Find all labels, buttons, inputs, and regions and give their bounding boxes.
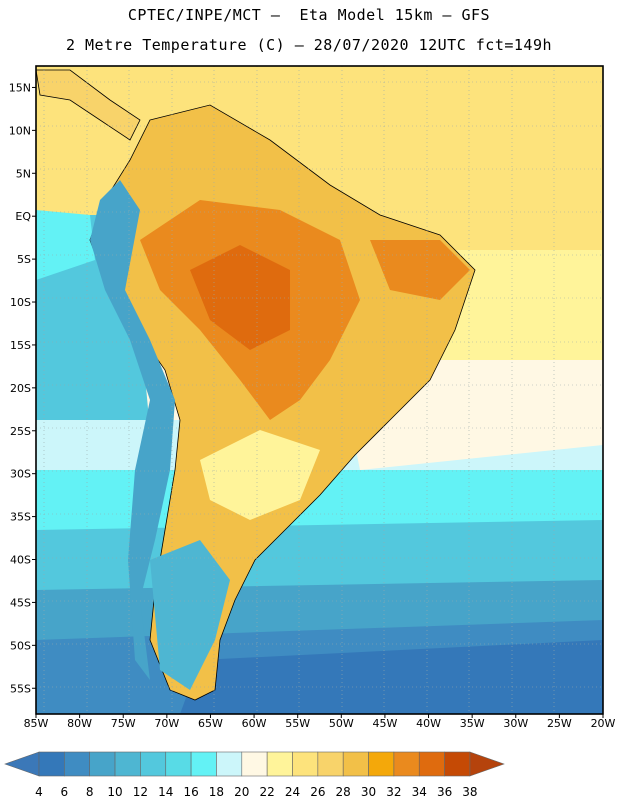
- lon-tick-label: 20W: [591, 717, 616, 730]
- lat-tick-label: 45S: [10, 596, 31, 609]
- colorbar-label: 8: [86, 785, 94, 799]
- colorbar-bin: [342, 751, 369, 777]
- colorbar-label: 22: [260, 785, 275, 799]
- colorbar-label: 6: [61, 785, 69, 799]
- lat-tick-label: 35S: [10, 511, 31, 524]
- lon-tick-label: 40W: [416, 717, 441, 730]
- longitude-axis: 85W 80W 75W 70W 65W 60W 55W 50W 45W 40W 35W 30W 25W 2…: [24, 714, 616, 730]
- colorbar-bin: [368, 751, 395, 777]
- colorbar-bin: [444, 751, 471, 777]
- colorbar-label: 30: [361, 785, 376, 799]
- northeast-brazil-hot-region: [370, 240, 470, 300]
- map-title-line-2: 2 Metre Temperature (C) – 28/07/2020 12U…: [65, 36, 553, 54]
- colorbar-label: 16: [183, 785, 198, 799]
- colorbar-bin: [216, 751, 243, 777]
- patagonia-cool-region: [150, 540, 230, 690]
- colorbar-label: 18: [209, 785, 224, 799]
- andes-cold-strip: [90, 180, 175, 680]
- lon-tick-label: 50W: [329, 717, 354, 730]
- atlantic-warm-tongue: [350, 380, 603, 470]
- colorbar-below-arrow: [4, 751, 40, 777]
- lat-tick-label: 5S: [17, 253, 31, 266]
- pampas-mild-region: [200, 430, 320, 520]
- lat-tick-label: 15S: [10, 339, 31, 352]
- colorbar-label: 28: [336, 785, 351, 799]
- lon-tick-label: 65W: [198, 717, 223, 730]
- lon-tick-label: 80W: [67, 717, 92, 730]
- lat-tick-label: 5N: [16, 167, 31, 180]
- colorbar-label: 38: [462, 785, 477, 799]
- colorbar-label: 32: [386, 785, 401, 799]
- lat-tick-label: 40S: [10, 554, 31, 567]
- colorbar-label: 36: [437, 785, 452, 799]
- map-area: [36, 66, 603, 714]
- map-title-line-1: CPTEC/INPE/MCT – Eta Model 15km – GFS: [127, 6, 491, 24]
- lat-tick-label: 25S: [10, 425, 31, 438]
- colorbar-label: 34: [412, 785, 427, 799]
- lon-tick-label: 25W: [547, 717, 572, 730]
- colorbar-bin: [190, 751, 217, 777]
- central-brazil-hottest-region: [190, 245, 290, 350]
- lat-tick-label: EQ: [15, 210, 31, 223]
- colorbar-label: 14: [158, 785, 173, 799]
- colorbar-label: 4: [35, 785, 43, 799]
- lon-tick-label: 70W: [154, 717, 179, 730]
- colorbar-bin: [317, 751, 344, 777]
- colorbar-bin: [292, 751, 319, 777]
- lon-tick-label: 85W: [24, 717, 49, 730]
- colorbar-bin: [418, 751, 445, 777]
- colorbar-label: 24: [285, 785, 300, 799]
- colorbar-above-arrow: [469, 751, 505, 777]
- lat-tick-label: 55S: [10, 682, 31, 695]
- lat-tick-label: 30S: [10, 468, 31, 481]
- map-frame: [35, 65, 604, 715]
- pacific-equatorial-water: [36, 210, 95, 280]
- graticule: [36, 66, 603, 714]
- colorbar-label: 10: [107, 785, 122, 799]
- colorbar-bin: [38, 751, 65, 777]
- colorbar-bin: [89, 751, 116, 777]
- colorbar-bin: [140, 751, 167, 777]
- lon-tick-label: 60W: [242, 717, 267, 730]
- lat-tick-label: 15N: [9, 81, 31, 94]
- lat-tick-label: 20S: [10, 382, 31, 395]
- lat-tick-label: 10N: [9, 124, 31, 137]
- lon-tick-label: 55W: [285, 717, 310, 730]
- colorbar-label: 20: [234, 785, 249, 799]
- colorbar-bin: [165, 751, 192, 777]
- ocean-polar-band: [180, 640, 603, 714]
- colorbar-label: 26: [310, 785, 325, 799]
- temperature-colorbar: 4 6 8 10 12 14 16 18 20 22 24 26 28 30 32 34 36 38: [4, 751, 505, 799]
- central-america-landmass: [36, 69, 141, 141]
- lon-tick-label: 35W: [460, 717, 485, 730]
- latitude-axis: 15N 10N 5N EQ 5S 10S 15S 20S 25S 30S 35S 40S 45S 50S 5…: [9, 81, 36, 695]
- colorbar-bin: [64, 751, 90, 777]
- lat-tick-label: 50S: [10, 639, 31, 652]
- colorbar-bin: [393, 751, 420, 777]
- lon-tick-label: 45W: [372, 717, 397, 730]
- colorbar-label: 12: [133, 785, 148, 799]
- colorbar-bin: [266, 751, 293, 777]
- colorbar-bin: [114, 751, 141, 777]
- lat-tick-label: 10S: [10, 296, 31, 309]
- lon-tick-label: 75W: [111, 717, 136, 730]
- colorbar-bin: [241, 751, 268, 777]
- lon-tick-label: 30W: [503, 717, 528, 730]
